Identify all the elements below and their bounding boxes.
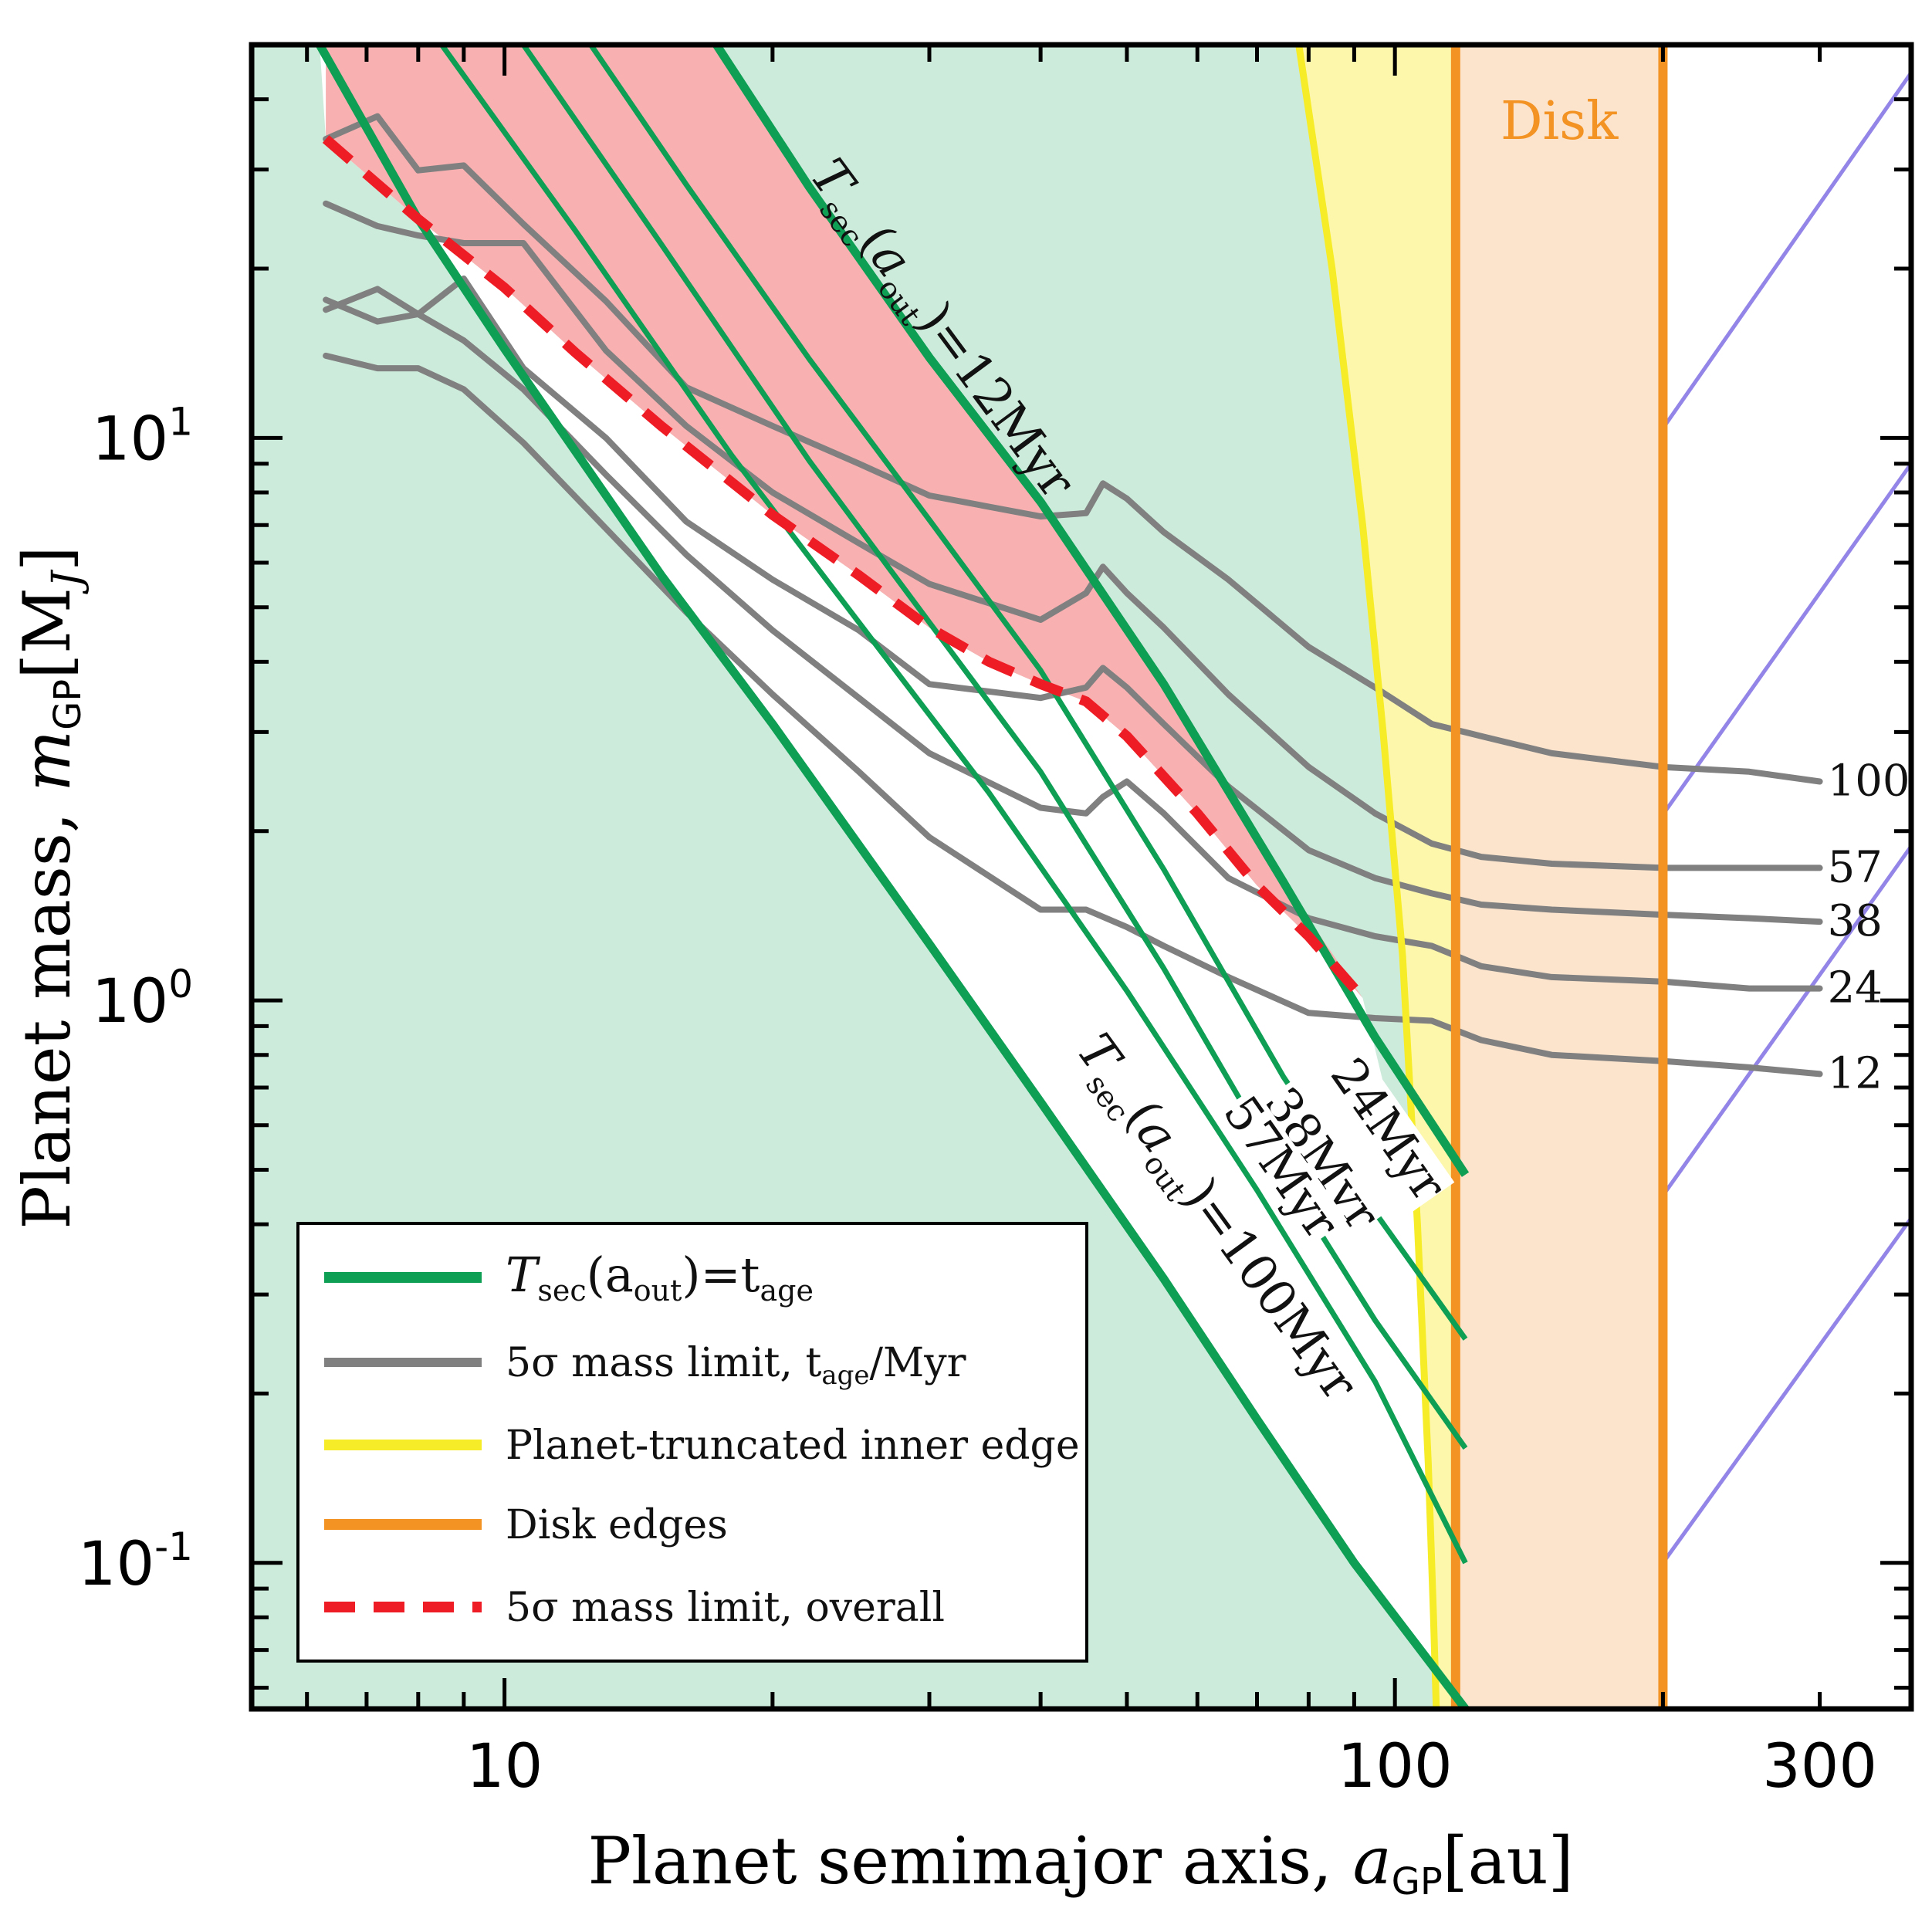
purple-line-2	[1661, 844, 1911, 1197]
x-tick-label: 100	[1338, 1732, 1453, 1802]
unconstrained-region	[320, 45, 1466, 1709]
mass-limit-label-38: 38	[1828, 896, 1883, 946]
y-tick-label: 100	[92, 962, 193, 1037]
legend-label-truncation: Planet-truncated inner edge	[506, 1423, 1080, 1469]
plot-frame	[249, 42, 1914, 1712]
label-bg	[1253, 1078, 1389, 1241]
y-tick-label: 10-1	[78, 1524, 193, 1599]
y-axis-label: Planet mass, mGP[MJ]	[9, 546, 90, 1229]
tsec-curve-100	[316, 45, 1469, 1709]
mass-limit-label-100: 100	[1828, 756, 1910, 806]
label-bg	[1319, 1049, 1455, 1212]
tsec-curve-12	[712, 45, 1470, 1177]
x-axis-label: Planet semimajor axis, aGP[au]	[587, 1823, 1573, 1903]
label-bg	[1212, 1087, 1348, 1250]
overall-limit-curve	[322, 135, 1367, 1002]
truncation-region-fill	[1298, 45, 1456, 1709]
axes-frame	[249, 42, 1914, 1712]
legend: Tsec(aout)=tage 5σ mass limit, tage/Myr Pl…	[296, 1222, 1088, 1663]
mass-limit-label-24: 24	[1828, 963, 1883, 1013]
mass-limit-label-57: 57	[1828, 842, 1883, 892]
mass-limit-curve-38	[323, 275, 1823, 925]
legend-label-mass_limit: 5σ mass limit, tage/Myr	[506, 1340, 966, 1391]
legend-label-disk_edges: Disk edges	[506, 1502, 728, 1548]
mass-limit-curve-100	[323, 113, 1823, 785]
legend-label-tsec: Tsec(aout)=tage	[506, 1247, 814, 1308]
disk-region-fill	[1455, 45, 1663, 1709]
svg-text:Planet mass, mGP[MJ]: Planet mass, mGP[MJ]	[9, 546, 90, 1229]
y-tick-label: 101	[92, 399, 193, 474]
x-tick-label: 300	[1762, 1732, 1877, 1802]
x-tick-label: 10	[466, 1732, 543, 1802]
purple-line-3	[1661, 1216, 1911, 1565]
mass-limit-label-12: 12	[1828, 1048, 1883, 1098]
tsec-curve-38	[521, 45, 1468, 1450]
truncation-curve	[1295, 45, 1440, 1709]
purple-line-0	[1661, 71, 1911, 430]
legend-label-overall: 5σ mass limit, overall	[506, 1585, 945, 1631]
mass-limit-curve-24	[323, 286, 1823, 992]
tsec-curve-57	[439, 45, 1468, 1565]
purple-line-1	[1661, 462, 1911, 816]
mass-limit-curve-12	[323, 352, 1823, 1078]
disk-label: Disk	[1501, 91, 1619, 152]
